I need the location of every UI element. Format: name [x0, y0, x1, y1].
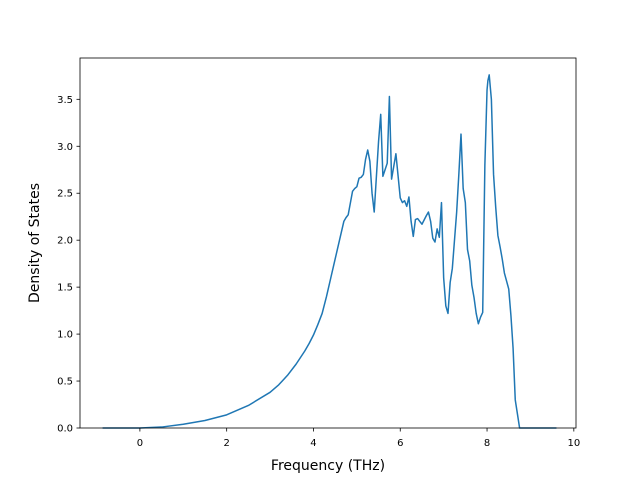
series-line-0 — [102, 74, 557, 429]
y-tick-label: 0.0 — [57, 424, 73, 435]
axes-frame — [79, 57, 577, 429]
y-tick-label: 2.0 — [57, 236, 73, 247]
y-tick-label: 3.0 — [57, 142, 73, 153]
y-tick-label: 2.5 — [57, 189, 73, 200]
y-tick-label: 3.5 — [57, 95, 73, 106]
y-axis-title: Density of States — [27, 183, 43, 303]
x-axis-ticks: 0 2 4 6 8 10 — [137, 428, 580, 449]
x-tick-label: 0 — [137, 438, 143, 449]
x-tick-label: 2 — [223, 438, 229, 449]
x-tick-label: 4 — [310, 438, 316, 449]
x-tick-label: 10 — [567, 438, 580, 449]
x-tick-label: 6 — [397, 438, 403, 449]
x-tick-label: 8 — [484, 438, 490, 449]
x-axis-title: Frequency (THz) — [271, 458, 385, 474]
y-axis-ticks: 0.0 0.5 1.0 1.5 2.0 2.5 3.0 3.5 — [57, 95, 80, 435]
y-tick-label: 0.5 — [57, 377, 73, 388]
y-tick-label: 1.0 — [57, 330, 73, 341]
y-tick-label: 1.5 — [57, 283, 73, 294]
plot-area — [102, 74, 557, 429]
